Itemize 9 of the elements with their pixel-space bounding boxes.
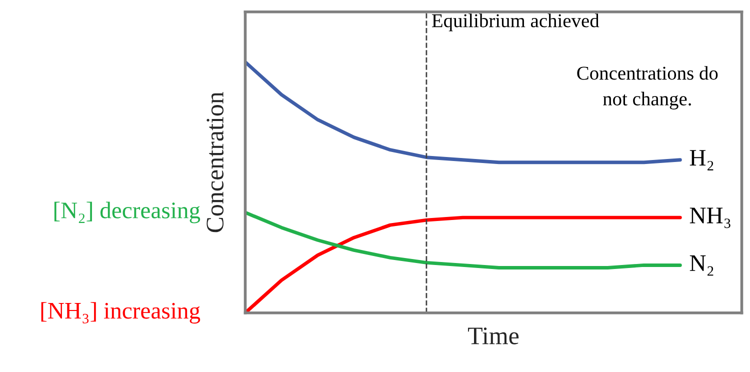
series-label: NH₃ xyxy=(690,208,730,228)
x-axis-title: Time xyxy=(468,328,519,344)
text: Equilibrium achieved xyxy=(432,14,600,32)
y-axis-title: Concentration xyxy=(206,92,224,232)
series-label: N₂ xyxy=(690,255,714,276)
text: [N₂] decreasing xyxy=(54,202,200,224)
text: [NH₃] increasing xyxy=(41,302,200,324)
series-label: H₂ xyxy=(690,150,714,170)
annotation: Concentrations do not change. xyxy=(577,66,718,110)
